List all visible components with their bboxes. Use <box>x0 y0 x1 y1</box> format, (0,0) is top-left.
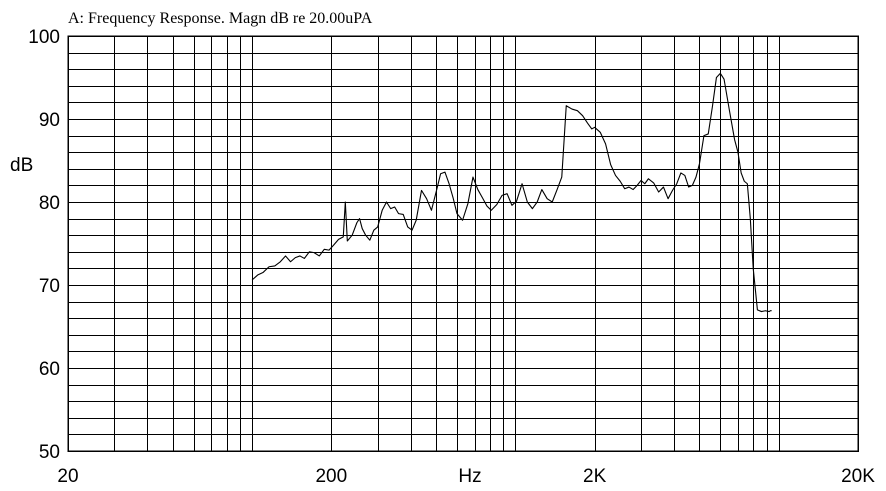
x-tick-label: 2K <box>583 466 607 487</box>
y-tick-labels: 100 90 80 70 60 50 <box>28 27 60 463</box>
x-tick-labels: 20 200 2K 20K <box>57 466 875 487</box>
x-tick-label: 20 <box>57 466 78 487</box>
y-tick-label: 60 <box>39 359 60 380</box>
y-tick-label: 80 <box>39 193 60 214</box>
response-curve <box>251 72 772 313</box>
y-tick-label: 50 <box>39 442 60 463</box>
x-axis-label: Hz <box>458 466 481 487</box>
x-tick-label: 200 <box>315 466 347 487</box>
grid <box>68 36 858 451</box>
chart-title: A: Frequency Response. Magn dB re 20.00u… <box>68 10 373 27</box>
x-tick-label: 20K <box>841 466 875 487</box>
y-axis-label: dB <box>10 155 33 176</box>
y-tick-label: 70 <box>39 276 60 297</box>
plot-frame <box>67 35 859 452</box>
y-tick-label: 100 <box>28 27 60 48</box>
y-tick-label: 90 <box>39 110 60 131</box>
